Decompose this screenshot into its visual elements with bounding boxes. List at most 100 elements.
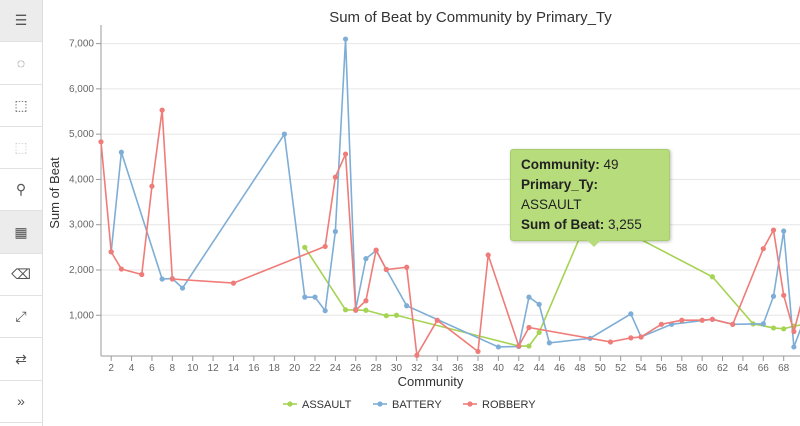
data-point[interactable] bbox=[414, 352, 420, 358]
tooltip-type-label: Primary_Ty: bbox=[521, 177, 599, 192]
data-point[interactable] bbox=[363, 256, 369, 262]
data-point[interactable] bbox=[607, 339, 614, 345]
data-point[interactable] bbox=[658, 321, 665, 327]
data-point[interactable] bbox=[781, 326, 787, 332]
data-point[interactable] bbox=[149, 183, 155, 189]
data-point[interactable] bbox=[363, 298, 369, 304]
data-point[interactable] bbox=[546, 340, 552, 346]
toolbar-button-zoom-select[interactable]: ▦ bbox=[0, 211, 42, 254]
series-line-battery bbox=[110, 39, 800, 348]
data-point[interactable] bbox=[536, 301, 542, 307]
data-point[interactable] bbox=[638, 334, 644, 340]
data-point[interactable] bbox=[230, 280, 237, 286]
data-point[interactable] bbox=[332, 228, 338, 235]
x-tick-label: 4 bbox=[129, 363, 135, 374]
data-point[interactable] bbox=[628, 311, 634, 317]
data-point[interactable] bbox=[302, 294, 308, 300]
x-tick-label: 68 bbox=[778, 363, 790, 374]
data-point[interactable] bbox=[770, 325, 777, 331]
data-point[interactable] bbox=[770, 227, 777, 233]
data-point[interactable] bbox=[342, 151, 349, 157]
data-point[interactable] bbox=[159, 107, 165, 113]
data-point[interactable] bbox=[108, 249, 114, 255]
chart-tooltip: Community: 49 Primary_Ty: ASSAULT Sum of… bbox=[510, 149, 670, 247]
y-tick-label: 1,000 bbox=[69, 310, 94, 321]
data-point[interactable] bbox=[709, 274, 715, 280]
data-point[interactable] bbox=[781, 292, 787, 298]
data-point[interactable] bbox=[404, 303, 410, 309]
data-point[interactable] bbox=[791, 328, 797, 335]
x-tick-label: 2 bbox=[108, 363, 114, 374]
data-point[interactable] bbox=[760, 246, 766, 252]
lasso-icon: ◌ bbox=[16, 54, 26, 71]
x-tick-label: 26 bbox=[350, 363, 362, 374]
data-point[interactable] bbox=[628, 335, 634, 341]
data-point[interactable] bbox=[118, 149, 124, 155]
data-point[interactable] bbox=[281, 131, 288, 137]
x-tick-label: 48 bbox=[574, 363, 586, 374]
y-tick-label: 4,000 bbox=[69, 174, 94, 185]
toolbar-button-lasso[interactable]: ◌ bbox=[0, 42, 42, 85]
toolbar-button-eraser[interactable]: ⌫ bbox=[0, 254, 42, 297]
tooltip-community-label: Community: bbox=[521, 157, 600, 172]
data-point[interactable] bbox=[730, 321, 736, 327]
legend-label-battery: BATTERY bbox=[392, 399, 442, 411]
y-tick-label: 5,000 bbox=[69, 129, 94, 140]
data-point[interactable] bbox=[169, 276, 175, 282]
data-point[interactable] bbox=[770, 293, 777, 299]
data-point[interactable] bbox=[302, 244, 308, 250]
data-point[interactable] bbox=[342, 36, 349, 42]
data-point[interactable] bbox=[118, 266, 124, 272]
toolbar-button-box-select[interactable]: ⬚ bbox=[0, 85, 42, 127]
x-tick-label: 60 bbox=[697, 363, 709, 374]
data-point[interactable] bbox=[312, 294, 318, 300]
zoom-icon: ⚲ bbox=[15, 181, 27, 198]
data-point[interactable] bbox=[179, 285, 186, 291]
x-tick-label: 42 bbox=[513, 363, 525, 374]
data-point[interactable] bbox=[393, 312, 400, 318]
x-tick-label: 64 bbox=[737, 363, 749, 374]
data-point[interactable] bbox=[495, 344, 501, 350]
data-point[interactable] bbox=[516, 343, 522, 349]
data-point[interactable] bbox=[322, 243, 328, 250]
legend-marker bbox=[467, 401, 473, 407]
x-axis-label: Community bbox=[398, 374, 464, 389]
tooltip-sum-label: Sum of Beat: bbox=[521, 217, 605, 232]
toolbar-button-list[interactable]: ☰ bbox=[0, 0, 42, 43]
toolbar-button-swap[interactable]: ⇄ bbox=[0, 338, 42, 381]
data-point[interactable] bbox=[679, 317, 685, 323]
data-point[interactable] bbox=[536, 329, 542, 336]
toolbar-button-expand[interactable]: » bbox=[0, 381, 42, 423]
toolbar-button-clear-select[interactable]: ⬚ bbox=[0, 127, 42, 170]
data-point[interactable] bbox=[383, 313, 389, 319]
data-point[interactable] bbox=[526, 343, 532, 349]
data-point[interactable] bbox=[373, 247, 379, 253]
data-point[interactable] bbox=[709, 316, 715, 322]
data-point[interactable] bbox=[699, 317, 705, 323]
data-point[interactable] bbox=[526, 294, 532, 300]
data-point[interactable] bbox=[342, 307, 349, 313]
data-point[interactable] bbox=[526, 324, 532, 331]
x-tick-label: 50 bbox=[595, 363, 607, 374]
data-point[interactable] bbox=[791, 344, 797, 350]
data-point[interactable] bbox=[383, 266, 389, 273]
data-point[interactable] bbox=[760, 321, 766, 327]
data-point[interactable] bbox=[98, 139, 104, 145]
data-point[interactable] bbox=[475, 348, 481, 355]
data-point[interactable] bbox=[404, 264, 410, 270]
data-point[interactable] bbox=[322, 308, 328, 314]
tooltip-sum-value: 3,255 bbox=[608, 217, 642, 232]
line-chart: Sum of Beat by Community by Primary_Ty 1,… bbox=[47, 9, 800, 411]
data-point[interactable] bbox=[332, 174, 338, 180]
data-point[interactable] bbox=[159, 276, 165, 282]
data-point[interactable] bbox=[485, 252, 491, 258]
toolbar-button-zoom[interactable]: ⚲ bbox=[0, 169, 42, 212]
x-tick-label: 28 bbox=[371, 363, 383, 374]
data-point[interactable] bbox=[434, 317, 440, 323]
data-point[interactable] bbox=[781, 228, 787, 234]
data-point[interactable] bbox=[363, 307, 369, 313]
x-tick-label: 24 bbox=[330, 363, 342, 374]
toolbar-button-fullscreen[interactable]: ⤢ bbox=[0, 296, 42, 339]
data-point[interactable] bbox=[353, 307, 359, 313]
data-point[interactable] bbox=[139, 271, 145, 278]
